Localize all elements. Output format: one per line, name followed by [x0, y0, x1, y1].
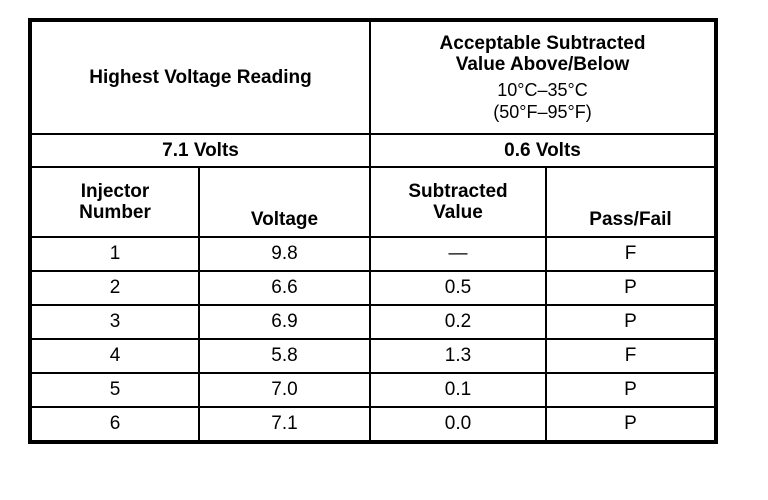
cell-pass-fail: P	[545, 270, 717, 306]
acceptable-header-line2: Value Above/Below	[455, 53, 630, 75]
cell-injector-number: 5	[29, 372, 200, 408]
column-header-subtracted-value: Subtracted Value	[369, 166, 547, 238]
highest-voltage-reading-header: Highest Voltage Reading	[29, 19, 371, 135]
column-header-row: Injector Number Voltage Subtracted Value…	[29, 166, 717, 238]
column-header-voltage: Voltage	[198, 166, 371, 238]
cell-voltage: 7.1	[198, 406, 371, 443]
cell-subtracted-value: 0.0	[369, 406, 547, 443]
cell-pass-fail: P	[545, 304, 717, 340]
summary-volts-row: 7.1 Volts 0.6 Volts	[29, 133, 717, 168]
temperature-range-celsius: 10°C–35°C	[497, 80, 588, 101]
acceptable-subtracted-value-header: Acceptable Subtracted Value Above/Below …	[369, 19, 717, 135]
injector-header-line2: Number	[79, 202, 151, 223]
cell-voltage: 7.0	[198, 372, 371, 408]
cell-subtracted-value: —	[369, 236, 547, 272]
injector-voltage-table: Highest Voltage Reading Acceptable Subtr…	[28, 18, 718, 444]
temperature-range-fahrenheit: (50°F–95°F)	[493, 102, 592, 123]
cell-subtracted-value: 1.3	[369, 338, 547, 374]
cell-injector-number: 4	[29, 338, 200, 374]
column-header-pass-fail: Pass/Fail	[545, 166, 717, 238]
cell-subtracted-value: 0.5	[369, 270, 547, 306]
voltage-test-table-container: Highest Voltage Reading Acceptable Subtr…	[28, 18, 718, 444]
cell-pass-fail: F	[545, 236, 717, 272]
cell-pass-fail: F	[545, 338, 717, 374]
table-row: 4 5.8 1.3 F	[29, 338, 717, 374]
cell-injector-number: 3	[29, 304, 200, 340]
table-row: 2 6.6 0.5 P	[29, 270, 717, 306]
cell-pass-fail: P	[545, 372, 717, 408]
table-row: 6 7.1 0.0 P	[29, 406, 717, 443]
cell-injector-number: 2	[29, 270, 200, 306]
cell-injector-number: 1	[29, 236, 200, 272]
acceptable-header-line1: Acceptable Subtracted	[439, 32, 646, 54]
injector-header-line1: Injector	[80, 180, 150, 202]
group-header-row: Highest Voltage Reading Acceptable Subtr…	[29, 19, 717, 135]
column-header-injector-number: Injector Number	[29, 166, 200, 238]
cell-voltage: 6.9	[198, 304, 371, 340]
subtracted-header-line1: Subtracted	[408, 180, 508, 202]
cell-injector-number: 6	[29, 406, 200, 443]
table-row: 1 9.8 — F	[29, 236, 717, 272]
cell-pass-fail: P	[545, 406, 717, 443]
subtracted-header-line2: Value	[433, 202, 483, 223]
cell-voltage: 9.8	[198, 236, 371, 272]
cell-subtracted-value: 0.1	[369, 372, 547, 408]
highest-voltage-value: 7.1 Volts	[29, 133, 371, 168]
table-row: 3 6.9 0.2 P	[29, 304, 717, 340]
cell-voltage: 5.8	[198, 338, 371, 374]
acceptable-value-threshold: 0.6 Volts	[369, 133, 717, 168]
cell-subtracted-value: 0.2	[369, 304, 547, 340]
table-row: 5 7.0 0.1 P	[29, 372, 717, 408]
cell-voltage: 6.6	[198, 270, 371, 306]
